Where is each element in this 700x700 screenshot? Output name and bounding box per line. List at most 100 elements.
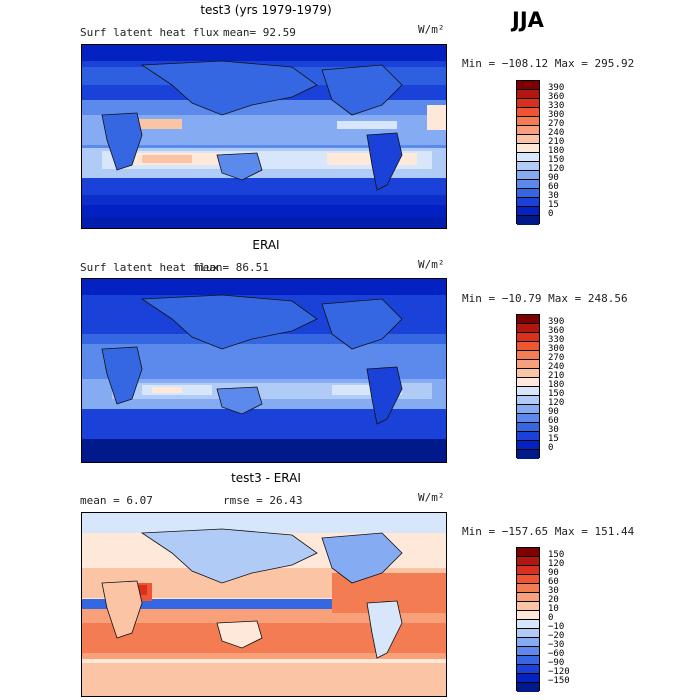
colorbar-swatch [517,135,539,144]
colorbar-swatch [517,405,539,414]
colorbar-tick-label: 300 [548,110,565,120]
colorbar-tick-label: 30 [548,425,559,435]
season-label: JJA [512,8,544,32]
colorbar-swatch [517,548,539,557]
colorbar-tick-label: 10 [548,604,559,614]
colorbar-tick-label: 150 [548,155,565,165]
colorbar-swatch [517,333,539,342]
colorbar-tick-label: 390 [548,317,565,327]
colorbar-tick-label: −90 [548,658,565,668]
colorbar-tick-label: 240 [548,128,565,138]
colorbar-swatch [517,351,539,360]
colorbar-swatch [517,162,539,171]
colorbar-tick-label: 60 [548,182,559,192]
colorbar-tick-label: 120 [548,164,565,174]
panel-3-map [81,512,447,697]
panel-3-minmax: Min = −157.65 Max = 151.44 [462,525,635,538]
colorbar-tick-label: 20 [548,595,559,605]
colorbar-tick-label: 90 [548,407,559,417]
panel-2-minmax: Min = −10.79 Max = 248.56 [462,292,628,305]
colorbar-swatch [517,342,539,351]
colorbar-tick-label: −10 [548,622,565,632]
colorbar-tick-label: 360 [548,326,565,336]
colorbar-swatch [517,575,539,584]
colorbar-tick-label: −120 [548,667,570,677]
colorbar-swatch [517,620,539,629]
panel-2-units: W/m² [418,258,445,271]
colorbar-tick-label: 330 [548,335,565,345]
panel-3-colorbar-labels: 150 120 90 60 30 20 10 0 −10 −20 −30 −60 −90 −120 −150 [548,547,588,691]
colorbar-swatch [517,315,539,324]
panel-1-units: W/m² [418,23,445,36]
panel-1-colorbar-labels: 390 360 330 300 270 240 210 180 150 120 90 60 30 15 0 [548,80,588,224]
panel-3-colorbar [516,547,540,692]
colorbar-swatch [517,396,539,405]
colorbar-tick-label: 390 [548,83,565,93]
colorbar-tick-label: 60 [548,416,559,426]
panel-2-variable: Surf latent heat flux [80,261,220,274]
colorbar-tick-label: −60 [548,649,565,659]
colorbar-swatch [517,180,539,189]
colorbar-tick-label: 240 [548,362,565,372]
colorbar-tick-label: 90 [548,568,559,578]
colorbar-swatch [517,602,539,611]
colorbar-swatch [517,189,539,198]
colorbar-swatch [517,378,539,387]
colorbar-tick-label: 90 [548,173,559,183]
colorbar-swatch [517,441,539,450]
colorbar-swatch [517,450,539,459]
colorbar-swatch [517,324,539,333]
colorbar-tick-label: 270 [548,353,565,363]
colorbar-swatch [517,387,539,396]
colorbar-swatch [517,656,539,665]
colorbar-swatch [517,593,539,602]
colorbar-swatch [517,557,539,566]
colorbar-tick-label: 150 [548,389,565,399]
colorbar-tick-label: 120 [548,398,565,408]
colorbar-tick-label: 60 [548,577,559,587]
colorbar-swatch [517,153,539,162]
colorbar-tick-label: 15 [548,434,559,444]
colorbar-swatch [517,90,539,99]
colorbar-tick-label: −30 [548,640,565,650]
colorbar-swatch [517,414,539,423]
colorbar-swatch [517,99,539,108]
panel-3-mean: mean = 6.07 [80,494,153,507]
colorbar-tick-label: 120 [548,559,565,569]
colorbar-swatch [517,117,539,126]
colorbar-tick-label: 0 [548,613,554,623]
colorbar-swatch [517,432,539,441]
panel-1-minmax: Min = −108.12 Max = 295.92 [462,57,635,70]
panel-1-colorbar [516,80,540,225]
colorbar-tick-label: −20 [548,631,565,641]
colorbar-swatch [517,584,539,593]
panel-2-colorbar [516,314,540,459]
panel-2-mean: mean= 86.51 [196,261,269,274]
colorbar-swatch [517,216,539,225]
colorbar-tick-label: 360 [548,92,565,102]
panel-1-title: test3 (yrs 1979-1979) [200,3,332,17]
colorbar-swatch [517,683,539,692]
colorbar-swatch [517,198,539,207]
colorbar-tick-label: 330 [548,101,565,111]
colorbar-swatch [517,171,539,180]
panel-2-colorbar-labels: 390 360 330 300 270 240 210 180 150 120 90 60 30 15 0 [548,314,588,458]
panel-3-rmse: rmse = 26.43 [223,494,303,507]
panel-2-map [81,278,447,463]
colorbar-tick-label: 30 [548,586,559,596]
colorbar-tick-label: 210 [548,371,565,381]
panel-1-map [81,44,447,229]
colorbar-tick-label: 15 [548,200,559,210]
colorbar-tick-label: 180 [548,146,565,156]
colorbar-swatch [517,369,539,378]
colorbar-swatch [517,647,539,656]
colorbar-swatch [517,566,539,575]
colorbar-tick-label: 150 [548,550,565,560]
colorbar-tick-label: 30 [548,191,559,201]
colorbar-tick-label: 270 [548,119,565,129]
colorbar-tick-label: 300 [548,344,565,354]
colorbar-tick-label: 0 [548,443,554,453]
panel-3-units: W/m² [418,491,445,504]
colorbar-swatch [517,207,539,216]
